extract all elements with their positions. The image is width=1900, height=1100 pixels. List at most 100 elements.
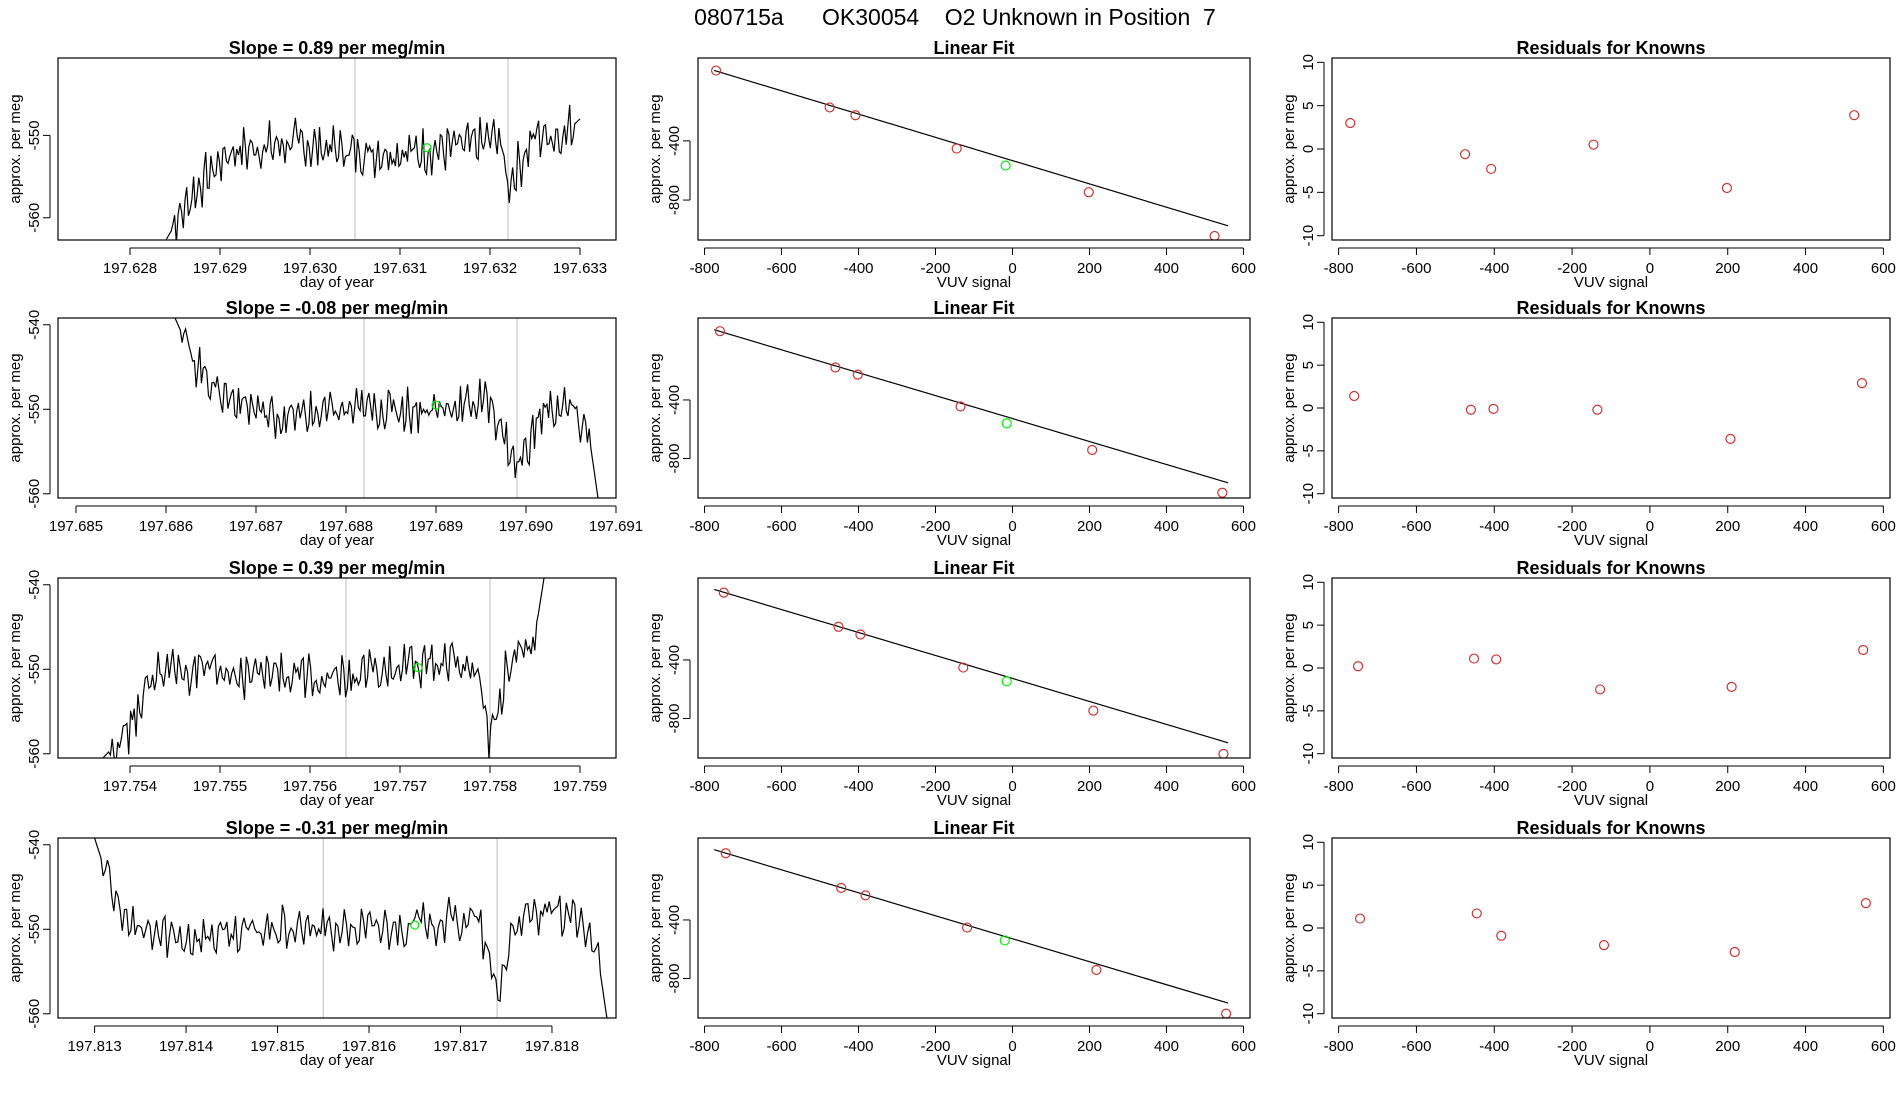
x-tick-label: -400 bbox=[844, 778, 874, 795]
y-tick-label: -800 bbox=[666, 703, 683, 733]
unknown-point bbox=[413, 662, 423, 673]
plot-area bbox=[713, 848, 1232, 1018]
x-tick-label: -800 bbox=[1324, 1038, 1354, 1055]
x-tick-label: -800 bbox=[1324, 518, 1354, 535]
x-tick-label: 400 bbox=[1793, 260, 1818, 277]
plot-area bbox=[174, 318, 599, 498]
x-tick-label: 600 bbox=[1231, 260, 1256, 277]
x-tick-label: 0 bbox=[1646, 1038, 1654, 1055]
x-tick-label: -800 bbox=[690, 260, 720, 277]
x-axis-label: day of year bbox=[300, 532, 374, 549]
y-tick-label: 10 bbox=[1300, 314, 1317, 331]
y-tick-label: -550 bbox=[26, 654, 43, 684]
y-tick-label: -550 bbox=[26, 914, 43, 944]
y-tick-label: -10 bbox=[1300, 225, 1317, 247]
x-axis-label: VUV signal bbox=[1574, 792, 1648, 809]
unknown-point bbox=[999, 935, 1010, 946]
known-point bbox=[1471, 908, 1482, 919]
known-point bbox=[1496, 930, 1507, 941]
unknown-point bbox=[1000, 160, 1011, 171]
plot-area bbox=[102, 578, 545, 758]
y-tick-label: -560 bbox=[26, 999, 43, 1029]
y-axis-label: approx. per meg bbox=[1281, 613, 1298, 722]
x-tick-label: 197.633 bbox=[553, 260, 607, 277]
series-line bbox=[102, 578, 545, 758]
known-point bbox=[955, 401, 966, 412]
x-tick-label: -200 bbox=[920, 778, 950, 795]
x-tick-label: 197.818 bbox=[525, 1038, 579, 1055]
x-tick-label: -600 bbox=[767, 260, 797, 277]
known-point bbox=[1083, 187, 1094, 198]
x-tick-label: 0 bbox=[1008, 260, 1016, 277]
y-tick-label: -800 bbox=[666, 443, 683, 473]
known-point bbox=[1217, 487, 1228, 498]
y-tick-label: 5 bbox=[1300, 881, 1317, 889]
x-tick-label: -800 bbox=[1324, 778, 1354, 795]
known-point bbox=[1465, 404, 1477, 415]
x-tick-label: -600 bbox=[767, 1038, 797, 1055]
y-tick-label: 5 bbox=[1300, 361, 1317, 369]
y-tick-label: -10 bbox=[1300, 743, 1317, 765]
x-tick-label: 200 bbox=[1077, 518, 1102, 535]
x-tick-label: 200 bbox=[1715, 518, 1740, 535]
known-point bbox=[1849, 110, 1860, 121]
known-point bbox=[1488, 403, 1499, 414]
x-tick-label: 600 bbox=[1871, 778, 1896, 795]
x-tick-label: 197.630 bbox=[283, 260, 337, 277]
known-point bbox=[1858, 644, 1869, 656]
y-tick-label: -560 bbox=[26, 203, 43, 233]
x-tick-label: 600 bbox=[1231, 518, 1256, 535]
x-tick-label: 197.685 bbox=[49, 518, 103, 535]
x-tick-label: 0 bbox=[1646, 260, 1654, 277]
x-tick-label: 600 bbox=[1871, 1038, 1896, 1055]
y-tick-label: -560 bbox=[26, 479, 43, 509]
x-tick-label: -200 bbox=[920, 260, 950, 277]
x-tick-label: -400 bbox=[844, 518, 874, 535]
y-tick-label: 0 bbox=[1300, 404, 1317, 412]
x-tick-label: -200 bbox=[1557, 1038, 1587, 1055]
x-tick-label: 400 bbox=[1793, 778, 1818, 795]
x-tick-label: -800 bbox=[690, 518, 720, 535]
x-tick-label: -200 bbox=[1557, 260, 1587, 277]
panel-title: Slope = 0.89 per meg/min bbox=[229, 38, 446, 58]
known-point bbox=[1491, 654, 1502, 665]
x-tick-label: -600 bbox=[767, 518, 797, 535]
known-point bbox=[1221, 1008, 1232, 1018]
plot-area bbox=[1352, 644, 1869, 695]
x-tick-label: 400 bbox=[1793, 1038, 1818, 1055]
plot-frame bbox=[1331, 317, 1891, 499]
y-axis-label: approx. per meg bbox=[7, 613, 24, 722]
x-tick-label: 197.689 bbox=[409, 518, 463, 535]
y-tick-label: 0 bbox=[1300, 145, 1317, 153]
x-tick-label: 200 bbox=[1715, 1038, 1740, 1055]
x-axis-label: VUV signal bbox=[937, 792, 1011, 809]
x-axis-label: VUV signal bbox=[937, 274, 1011, 291]
y-tick-label: -560 bbox=[26, 739, 43, 769]
known-point bbox=[1354, 913, 1366, 924]
x-axis-label: VUV signal bbox=[937, 1052, 1011, 1069]
panel-title: Linear Fit bbox=[933, 818, 1014, 838]
panel-title: Residuals for Knowns bbox=[1516, 558, 1705, 578]
fit-line bbox=[713, 588, 1229, 744]
y-tick-label: -400 bbox=[666, 385, 683, 415]
y-axis-label: approx. per meg bbox=[647, 94, 664, 203]
x-tick-label: 197.691 bbox=[589, 518, 643, 535]
plot-frame bbox=[697, 577, 1251, 759]
x-tick-label: 200 bbox=[1077, 778, 1102, 795]
known-point bbox=[1091, 964, 1102, 976]
x-tick-label: -600 bbox=[1401, 778, 1431, 795]
x-tick-label: 197.816 bbox=[342, 1038, 396, 1055]
y-tick-label: -540 bbox=[26, 310, 43, 340]
plot-frame bbox=[1331, 837, 1891, 1019]
fit-line bbox=[713, 329, 1229, 484]
panel-title: Residuals for Knowns bbox=[1516, 38, 1705, 58]
x-tick-label: 197.755 bbox=[193, 778, 247, 795]
x-axis-label: VUV signal bbox=[1574, 274, 1648, 291]
x-tick-label: -400 bbox=[1479, 778, 1509, 795]
known-point bbox=[824, 102, 835, 113]
x-tick-label: -800 bbox=[1324, 260, 1354, 277]
x-tick-label: 600 bbox=[1871, 518, 1896, 535]
